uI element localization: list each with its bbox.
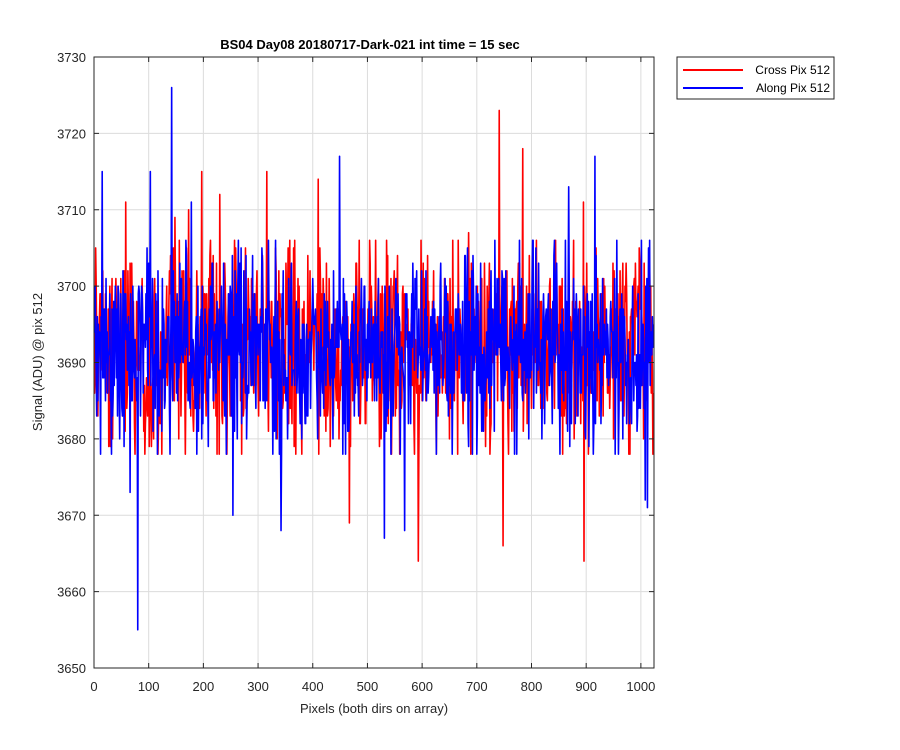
y-tick-label: 3730 [57,50,86,65]
x-tick-label: 1000 [626,679,655,694]
y-tick-label: 3710 [57,203,86,218]
y-axis-label: Signal (ADU) @ pix 512 [30,293,45,431]
legend: Cross Pix 512 Along Pix 512 [676,56,835,100]
x-tick-label: 700 [466,679,488,694]
x-tick-labels: 0 100 200 300 400 500 600 700 800 900 1000 [90,679,655,694]
x-tick-label: 200 [193,679,215,694]
x-tick-label: 500 [357,679,379,694]
x-tick-label: 0 [90,679,97,694]
legend-label-along: Along Pix 512 [756,81,830,95]
y-tick-label: 3700 [57,279,86,294]
x-tick-label: 100 [138,679,160,694]
y-tick-label: 3660 [57,585,86,600]
y-tick-label: 3650 [57,661,86,676]
axis-ticks [93,56,654,669]
x-tick-label: 800 [521,679,543,694]
x-axis-label: Pixels (both dirs on array) [300,701,448,716]
series-line-along-pix-512 [94,86,654,631]
series-layer [94,86,654,631]
y-tick-labels: 3650 3660 3670 3680 3690 3700 3710 3720 3730 [57,50,86,676]
y-tick-label: 3690 [57,356,86,371]
y-tick-label: 3670 [57,508,86,523]
x-tick-label: 300 [247,679,269,694]
x-tick-label: 400 [302,679,324,694]
x-tick-label: 900 [575,679,597,694]
x-tick-label: 600 [411,679,433,694]
chart-title: BS04 Day08 20180717-Dark-021 int time = … [220,37,520,52]
legend-box [676,56,835,100]
legend-label-cross: Cross Pix 512 [755,63,830,77]
y-tick-label: 3680 [57,432,86,447]
y-tick-label: 3720 [57,126,86,141]
